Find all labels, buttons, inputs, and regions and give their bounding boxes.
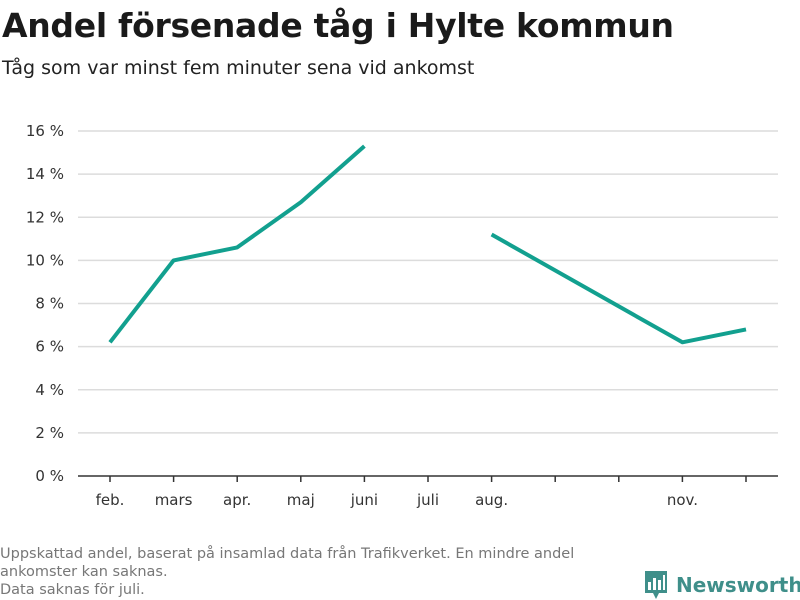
footnote-line-2: ankomster kan saknas. [0,564,168,580]
series-lines [108,144,747,345]
brand-logo: Newsworthy [644,570,800,600]
x-tick-label: feb. [96,491,125,509]
series-line [108,144,366,344]
x-tick-label: maj [287,491,315,509]
series-line [490,232,747,345]
footnote-line-1: Uppskattad andel, baserat på insamlad da… [0,546,575,562]
brand-name: Newsworthy [676,573,800,597]
x-axis: feb. mars apr. maj juni juli aug. nov. [78,475,778,509]
y-tick-label: 14 % [26,165,64,183]
y-tick-label: 12 % [26,208,64,226]
y-tick-label: 4 % [35,381,64,399]
chart-subtitle: Tåg som var minst fem minuter sena vid a… [2,57,475,79]
x-tick-label: mars [155,491,193,509]
y-tick-label: 0 % [35,467,64,485]
y-axis-ticks: 0 % 2 % 4 % 6 % 8 % 10 % 12 % 14 % 16 % [26,122,64,485]
x-tick-label: juli [416,491,439,509]
x-tick-label: aug. [475,491,508,509]
y-tick-label: 10 % [26,251,64,269]
footnote-line-3: Data saknas för juli. [0,582,145,598]
y-tick-label: 6 % [35,338,64,356]
y-tick-label: 16 % [26,122,64,140]
grid-lines [78,130,778,434]
line-chart: 0 % 2 % 4 % 6 % 8 % 10 % 12 % 14 % 16 % feb. mars… [26,122,778,509]
y-tick-label: 2 % [35,424,64,442]
bar-chart-icon [645,571,667,599]
footnote: Uppskattad andel, baserat på insamlad da… [0,545,640,599]
x-tick-label: juni [350,491,378,509]
x-tick-label: apr. [223,491,251,509]
x-tick-label: nov. [667,491,698,509]
chart-title: Andel försenade tåg i Hylte kommun [2,6,674,45]
y-tick-label: 8 % [35,295,64,313]
